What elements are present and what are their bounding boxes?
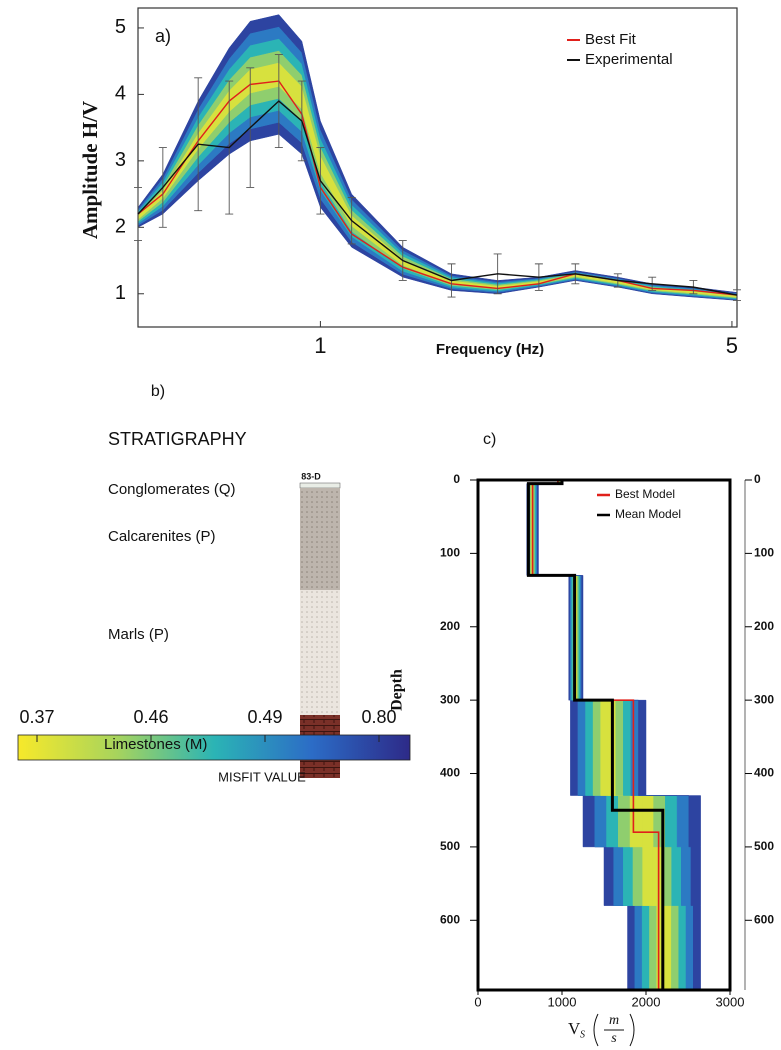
- well-label: 83-D: [301, 471, 321, 481]
- x-axis-unit-den: s: [611, 1031, 617, 1046]
- misfit-band: [137, 62, 738, 297]
- legend-label: Mean Model: [615, 507, 681, 521]
- plot-frame: [476, 478, 732, 992]
- strat-layer: Limestones (M): [104, 736, 207, 753]
- y-tick-label: 3: [115, 149, 126, 171]
- y-tick-label: 600: [440, 912, 460, 926]
- colorbar-tick-label: 0.46: [133, 707, 168, 727]
- y2-tick-label: 600: [754, 912, 774, 926]
- series-line: [137, 100, 738, 296]
- x-axis-subscript: S: [580, 1029, 585, 1040]
- y2-tick-label: 500: [754, 839, 774, 853]
- y-tick-label: 300: [440, 692, 460, 706]
- y-tick-label: 100: [440, 546, 460, 560]
- legend-label: Experimental: [585, 51, 673, 68]
- x-tick-label: 0: [474, 994, 481, 1009]
- y-tick-label: 4: [115, 83, 126, 105]
- y-tick-label: 0: [453, 472, 460, 486]
- misfit-band: [137, 50, 738, 296]
- x-axis-symbol: V: [568, 1019, 581, 1038]
- y-tick-label: 2: [115, 216, 126, 238]
- colorbar-tick-label: 0.80: [361, 707, 396, 727]
- y2-tick-label: 0: [754, 472, 761, 486]
- strat-title: STRATIGRAPHY: [108, 429, 247, 449]
- x-tick-label: 1: [314, 333, 326, 358]
- colorbar: [17, 734, 411, 761]
- x-axis-unit-num: m: [609, 1013, 619, 1028]
- colorbar-title: MISFIT VALUE: [218, 769, 306, 784]
- y2-tick-label: 100: [754, 546, 774, 560]
- strat-layer: Conglomerates (Q): [108, 481, 236, 498]
- misfit-band: [137, 38, 738, 296]
- x-axis-title: Frequency (Hz): [436, 341, 544, 358]
- panel-label: b): [151, 383, 165, 400]
- legend-label: Best Fit: [585, 31, 637, 48]
- y-axis-title: Depth: [389, 669, 406, 711]
- misfit-band: [137, 74, 738, 298]
- y-tick-label: 400: [440, 766, 460, 780]
- plot-frame: [137, 7, 738, 328]
- strat-layer: Marls (P): [108, 626, 169, 643]
- x-tick-label: 1000: [548, 994, 577, 1009]
- y-tick-label: 200: [440, 619, 460, 633]
- y-tick-label: 5: [115, 16, 126, 38]
- legend-label: Best Model: [615, 487, 675, 501]
- paren: [593, 1013, 635, 1047]
- strat-layer: Calcarenites (P): [108, 528, 216, 545]
- colorbar-tick-label: 0.49: [247, 707, 282, 727]
- error-bar: [134, 186, 142, 242]
- panel-label: a): [155, 26, 171, 46]
- colorbar-tick-label: 0.37: [19, 707, 54, 727]
- y-tick-label: 1: [115, 282, 126, 304]
- series-line: [137, 80, 738, 296]
- y-axis-title: Amplitude H/V: [78, 101, 102, 239]
- series-line: [526, 480, 665, 990]
- x-tick-label: 5: [726, 333, 738, 358]
- y2-tick-label: 300: [754, 692, 774, 706]
- x-tick-label: 3000: [716, 994, 745, 1009]
- y2-tick-label: 400: [754, 766, 774, 780]
- y-tick-label: 500: [440, 839, 460, 853]
- panel-label: c): [483, 431, 496, 448]
- strat-column: [299, 482, 341, 778]
- y2-tick-label: 200: [754, 619, 774, 633]
- x-tick-label: 2000: [632, 994, 661, 1009]
